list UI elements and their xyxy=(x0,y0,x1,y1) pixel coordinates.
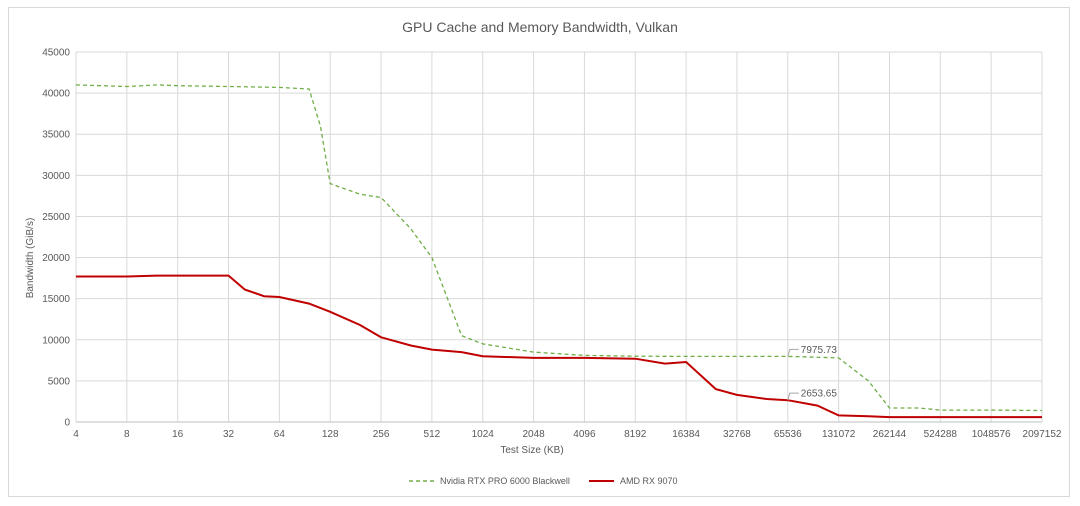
x-tick-labels: 4 8 16 32 64 128 256 512 1024 2048 4096 8192 16384 32… xyxy=(73,429,1062,440)
y-tick-label: 30000 xyxy=(42,171,70,182)
legend-label-amd: AMD RX 9070 xyxy=(620,476,678,486)
annotation-label-nvidia: 7975.73 xyxy=(801,345,838,356)
x-tick-label: 128 xyxy=(322,429,339,440)
series-line-amd xyxy=(76,274,1042,419)
grid xyxy=(75,51,1043,423)
x-tick-label: 262144 xyxy=(873,429,907,440)
y-tick-label: 5000 xyxy=(48,376,71,387)
x-tick-label: 4096 xyxy=(573,429,596,440)
y-tick-label: 45000 xyxy=(42,48,70,59)
legend-label-nvidia: Nvidia RTX PRO 6000 Blackwell xyxy=(440,476,570,486)
annotations: 7975.73 2653.65 xyxy=(787,345,838,401)
x-tick-label: 2097152 xyxy=(1023,429,1062,440)
y-tick-label: 20000 xyxy=(42,253,70,264)
x-tick-label: 524288 xyxy=(924,429,958,440)
annotation-leader xyxy=(787,348,799,357)
x-tick-label: 65536 xyxy=(774,429,802,440)
x-tick-label: 32 xyxy=(223,429,235,440)
y-tick-label: 25000 xyxy=(42,212,70,223)
y-tick-label: 35000 xyxy=(42,130,70,141)
bandwidth-chart: GPU Cache and Memory Bandwidth, Vulkan 0… xyxy=(25,19,1062,486)
y-tick-label: 15000 xyxy=(42,294,70,305)
legend: Nvidia RTX PRO 6000 Blackwell AMD RX 907… xyxy=(409,476,678,486)
x-tick-label: 2048 xyxy=(522,429,545,440)
x-tick-label: 256 xyxy=(373,429,390,440)
x-tick-label: 16 xyxy=(172,429,184,440)
x-tick-label: 1024 xyxy=(472,429,495,440)
x-tick-label: 16384 xyxy=(672,429,700,440)
x-tick-label: 32768 xyxy=(723,429,751,440)
y-tick-label: 0 xyxy=(64,418,70,429)
x-tick-label: 64 xyxy=(274,429,286,440)
y-tick-labels: 0 5000 10000 15000 20000 25000 30000 35000 40000… xyxy=(42,48,70,429)
series-line-nvidia xyxy=(75,84,1043,412)
x-axis-title: Test Size (KB) xyxy=(500,445,563,456)
y-tick-label: 10000 xyxy=(42,335,70,346)
x-tick-label: 8192 xyxy=(624,429,647,440)
annotation-leader xyxy=(787,392,799,401)
annotation-label-amd: 2653.65 xyxy=(801,389,838,400)
x-tick-label: 4 xyxy=(73,429,79,440)
chart-frame: GPU Cache and Memory Bandwidth, Vulkan 0… xyxy=(8,7,1070,497)
x-tick-label: 512 xyxy=(424,429,441,440)
x-tick-label: 1048576 xyxy=(972,429,1011,440)
x-tick-label: 131072 xyxy=(822,429,856,440)
y-axis-title: Bandwidth (GiB/s) xyxy=(25,218,36,299)
y-tick-label: 40000 xyxy=(42,89,70,100)
x-tick-label: 8 xyxy=(124,429,130,440)
series-lines xyxy=(75,84,1043,419)
chart-title: GPU Cache and Memory Bandwidth, Vulkan xyxy=(402,19,678,35)
